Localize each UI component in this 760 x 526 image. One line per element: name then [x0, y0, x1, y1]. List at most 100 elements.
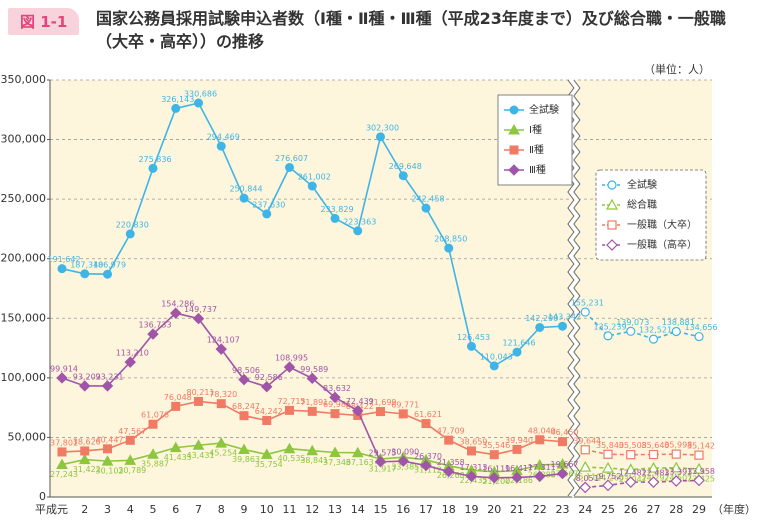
value-label: 41,433 [164, 453, 192, 462]
legend-label: 全試験 [529, 103, 559, 116]
data-point [535, 322, 545, 332]
legend-marker [607, 180, 617, 190]
value-label: 19,667 [551, 460, 579, 469]
data-point [579, 481, 592, 494]
value-label: 69,771 [391, 400, 419, 409]
data-point [558, 437, 567, 447]
value-label: 13,393 [664, 468, 692, 477]
data-point [169, 441, 182, 453]
value-label: 37,346 [323, 458, 351, 467]
value-label: 25,110 [573, 473, 601, 482]
value-label: 47,567 [118, 427, 146, 436]
value-label: 154,286 [161, 300, 194, 309]
value-label: 29,575 [369, 448, 397, 457]
data-point [670, 475, 683, 487]
data-point [283, 442, 296, 454]
data-point [171, 103, 181, 113]
data-point [421, 203, 431, 213]
x-tick-label: 29 [692, 503, 706, 516]
x-tick-label: 平成元 [35, 503, 68, 516]
x-tick-label: 3 [104, 503, 111, 516]
data-point [489, 361, 499, 371]
data-point [626, 450, 636, 460]
value-label: 33,385 [391, 463, 419, 472]
value-label: 294,469 [207, 133, 240, 142]
x-tick-label: 17 [419, 503, 433, 516]
x-tick-label: 19 [465, 503, 479, 516]
data-point [512, 444, 522, 454]
value-label: 39,863 [232, 455, 260, 464]
data-point [101, 380, 114, 392]
y-tick-label: 0 [39, 490, 46, 503]
legend-label: Ⅰ種 [529, 123, 542, 136]
value-label: 35,998 [664, 441, 692, 450]
value-label: 330,686 [184, 90, 217, 99]
legend-label: 全試験 [627, 178, 657, 191]
x-tick-label: 26 [624, 503, 638, 516]
y-tick-label: 50,000 [8, 430, 47, 443]
value-label: 48,040 [528, 426, 556, 435]
series-line [585, 466, 700, 471]
x-tick-label: 13 [328, 503, 342, 516]
data-point [194, 98, 203, 108]
value-label: 250,844 [229, 185, 262, 194]
data-point [692, 462, 706, 474]
value-label: 93,231 [96, 372, 124, 381]
x-tick-label: 22 [533, 503, 547, 516]
data-point [647, 476, 660, 488]
value-label: 113,210 [116, 349, 149, 358]
y-tick-label: 350,000 [1, 73, 47, 86]
data-point [420, 459, 432, 472]
value-label: 242,458 [411, 195, 444, 204]
data-point [239, 411, 249, 421]
data-point [601, 461, 615, 473]
unit-label: （単位：人） [644, 62, 710, 76]
data-point [488, 472, 500, 484]
legend-marker [508, 123, 520, 135]
data-point [238, 373, 250, 386]
data-point [329, 391, 341, 404]
value-label: 275,836 [138, 155, 171, 164]
data-point [330, 409, 340, 419]
value-label: 35,546 [482, 441, 510, 450]
data-point [534, 470, 546, 483]
y-tick-label: 300,000 [1, 133, 47, 146]
x-tick-label: 23 [556, 503, 570, 516]
value-label: 134,656 [684, 323, 717, 332]
data-point [558, 321, 567, 331]
data-point [671, 449, 681, 459]
data-point [215, 437, 228, 448]
axis-break [567, 78, 581, 498]
data-point [307, 406, 317, 416]
value-label: 35,754 [255, 460, 283, 469]
value-label: 155,231 [571, 299, 604, 308]
data-point [78, 453, 91, 465]
data-point [170, 307, 182, 319]
legend-marker [606, 239, 618, 251]
chart-title: 国家公務員採用試験申込者数（Ⅰ種・Ⅱ種・Ⅲ種（平成23年度まで）及び総合職・一般… [96, 9, 726, 51]
plot-background [50, 80, 712, 497]
data-point [603, 331, 613, 341]
data-point [444, 243, 454, 253]
y-tick-label: 150,000 [1, 311, 47, 324]
value-label: 26,268 [437, 471, 465, 480]
y-tick-label: 200,000 [1, 252, 47, 265]
value-label: 132,521 [639, 326, 672, 335]
value-label: 40,535 [278, 454, 306, 463]
x-tick-label: 28 [669, 503, 683, 516]
value-label: 149,737 [184, 305, 217, 314]
value-label: 302,300 [366, 123, 399, 132]
data-point [216, 141, 226, 151]
data-point [376, 407, 385, 417]
x-tick-label: 6 [172, 503, 179, 516]
value-label: 71,891 [300, 398, 328, 407]
value-label: 69,985 [323, 400, 351, 409]
data-point [57, 447, 67, 457]
value-label: 83,632 [323, 384, 351, 393]
value-label: 30,789 [118, 466, 146, 475]
x-tick-label: 27 [647, 503, 661, 516]
data-point [398, 171, 408, 181]
y-tick-label: 100,000 [1, 371, 47, 384]
x-tick-label: 25 [601, 503, 615, 516]
data-point [376, 132, 385, 142]
